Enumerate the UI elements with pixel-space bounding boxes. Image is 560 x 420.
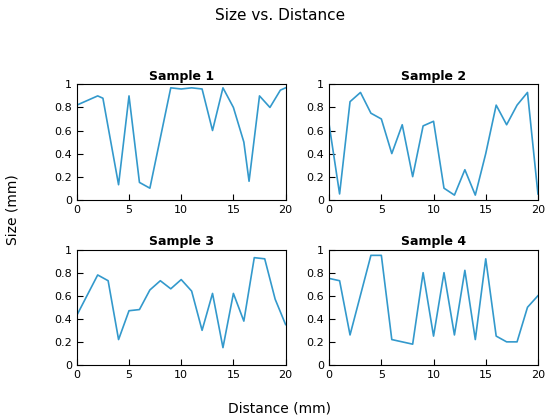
- Title: Sample 2: Sample 2: [401, 70, 466, 83]
- Text: Distance (mm): Distance (mm): [228, 402, 332, 416]
- Text: Size (mm): Size (mm): [6, 175, 20, 245]
- Title: Sample 1: Sample 1: [148, 70, 214, 83]
- Title: Sample 4: Sample 4: [401, 236, 466, 248]
- Title: Sample 3: Sample 3: [149, 236, 214, 248]
- Text: Size vs. Distance: Size vs. Distance: [215, 8, 345, 24]
